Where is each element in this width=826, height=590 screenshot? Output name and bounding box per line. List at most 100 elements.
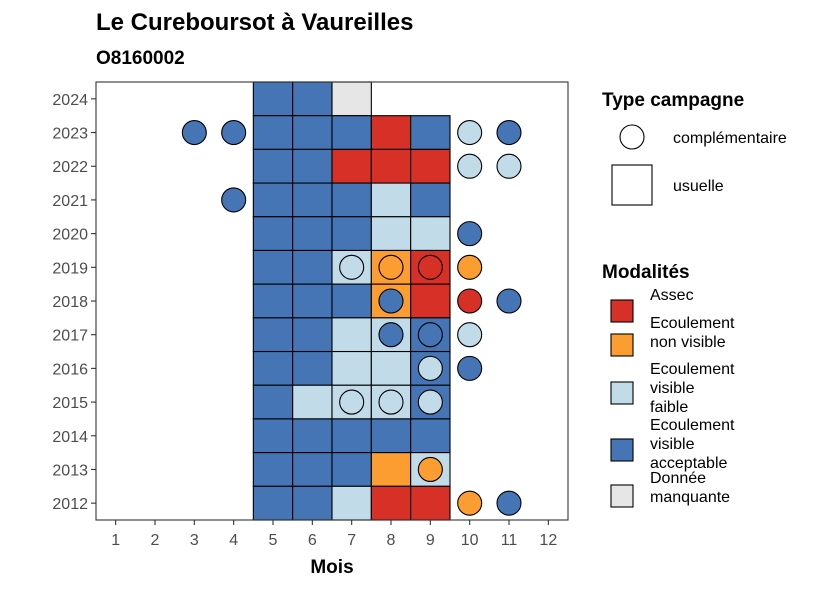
heat-cell	[410, 485, 451, 521]
heat-cell	[331, 485, 372, 521]
heat-cell	[410, 283, 451, 319]
complementaire-point	[221, 119, 247, 146]
complementaire-point	[457, 153, 483, 179]
complementaire-point	[339, 389, 365, 415]
complementaire-point	[457, 355, 483, 381]
heat-cell	[331, 418, 372, 454]
heat-cell	[292, 249, 333, 285]
heat-cell	[331, 350, 372, 386]
complementaire-point	[378, 322, 404, 348]
y-tick-label: 2019	[52, 260, 88, 277]
complementaire-point	[417, 389, 443, 415]
y-tick-label: 2017	[52, 328, 88, 345]
heat-cell	[292, 418, 333, 454]
complementaire-point	[457, 322, 483, 348]
heat-cell	[252, 216, 294, 252]
legend-campaign-type: Type campagne complémentaire usuelle	[602, 90, 787, 206]
legend-key-manquante	[610, 484, 634, 508]
heat-cell	[331, 115, 372, 150]
heat-cell	[252, 182, 294, 218]
complementaire-point	[417, 322, 443, 348]
y-tick-label: 2023	[52, 126, 88, 143]
heat-cell	[292, 384, 333, 420]
heat-cell	[410, 115, 451, 150]
complementaire-point	[221, 187, 247, 213]
x-tick-label: 9	[426, 532, 435, 549]
x-tick-label: 8	[387, 532, 396, 549]
heat-cell	[292, 317, 333, 353]
heat-cell	[292, 283, 333, 319]
heat-cell	[370, 350, 412, 386]
heat-cell	[292, 350, 333, 386]
legend-label-usuelle: usuelle	[673, 178, 724, 195]
y-tick-label: 2016	[52, 361, 88, 378]
legend-modalites: Modalités Assec Ecoulement non visible Ecou…	[602, 262, 735, 508]
heat-cell	[331, 283, 372, 319]
legend-key-acceptable	[610, 438, 634, 462]
y-tick-label: 2020	[52, 227, 88, 244]
heat-cell	[292, 148, 333, 184]
heat-cell	[292, 182, 333, 218]
x-tick-label: 4	[229, 532, 238, 549]
heat-cell	[252, 115, 294, 150]
heat-cell	[252, 384, 294, 420]
y-tick-label: 2024	[52, 92, 88, 109]
complementaire-point	[457, 221, 483, 247]
heat-cell	[410, 182, 451, 218]
legend-label-manquante: Donnée manquante	[650, 470, 730, 506]
complementaire-points	[181, 119, 522, 516]
legend-label-acceptable: Ecoulement visible acceptable	[650, 417, 735, 472]
y-tick-label: 2012	[52, 496, 88, 513]
legend-key-faible	[610, 381, 634, 405]
x-tick-label: 10	[461, 532, 479, 549]
usuelle-cells	[252, 81, 451, 521]
heat-cell	[292, 485, 333, 521]
complementaire-point	[496, 288, 522, 314]
heat-cell	[252, 148, 294, 184]
heat-cell	[292, 452, 333, 487]
complementaire-point	[339, 254, 365, 280]
heat-cell	[252, 317, 294, 353]
heat-cell	[252, 485, 294, 521]
heat-cell	[252, 418, 294, 454]
heat-cell	[331, 182, 372, 218]
complementaire-point	[417, 254, 443, 280]
heat-cell	[331, 452, 372, 487]
y-tick-label: 2021	[52, 193, 88, 210]
legend-label-faible: Ecoulement visible faible	[650, 361, 735, 416]
heat-cell	[292, 81, 333, 117]
y-tick-label: 2018	[52, 294, 88, 311]
legend-circle-symbol	[619, 124, 645, 150]
legend-campaign-title: Type campagne	[602, 90, 744, 111]
chart-subtitle: O8160002	[96, 48, 185, 69]
heat-cell	[370, 418, 412, 454]
heat-cell	[370, 182, 412, 218]
x-tick-label: 2	[151, 532, 160, 549]
heat-cell	[331, 317, 372, 353]
heat-cell	[252, 350, 294, 386]
x-tick-label: 7	[347, 532, 356, 549]
heat-cell	[410, 418, 451, 454]
heat-cell	[370, 148, 412, 184]
y-tick-label: 2022	[52, 159, 88, 176]
y-axis: 2012 2013 2014 2015 2016 2017 2018 2019 2020 2021…	[52, 92, 96, 513]
y-tick-label: 2015	[52, 395, 88, 412]
x-tick-label: 3	[190, 532, 199, 549]
legend-label-assec: Assec	[650, 287, 694, 304]
complementaire-point	[457, 119, 483, 146]
x-tick-label: 11	[501, 532, 518, 549]
legend-key-nonvisible	[610, 333, 634, 357]
complementaire-point	[496, 490, 522, 516]
complementaire-point	[417, 456, 443, 483]
heat-cell	[292, 115, 333, 150]
legend-square-symbol	[611, 164, 653, 206]
legend-modalites-title: Modalités	[602, 262, 690, 283]
x-tick-label: 12	[539, 532, 557, 549]
complementaire-point	[457, 490, 483, 516]
complementaire-point	[378, 254, 404, 280]
heat-cell	[370, 452, 412, 487]
heat-cell	[252, 249, 294, 285]
x-axis: 1 2 3 4 5 6 7 8 9 10 11 12	[111, 520, 557, 549]
complementaire-point	[496, 119, 522, 146]
